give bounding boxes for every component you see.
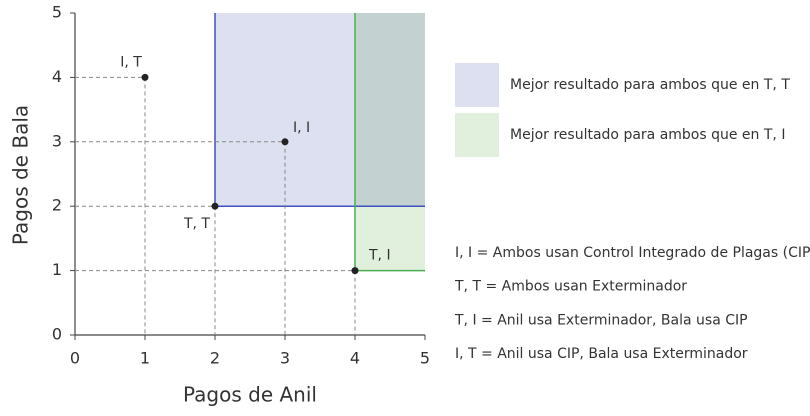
legend-label: Mejor resultado para ambos que en T, I [510, 127, 785, 143]
y-tick-label: 1 [52, 260, 62, 279]
x-axis-title: Pagos de Anil [183, 383, 317, 407]
y-tick-label: 5 [52, 3, 62, 22]
y-tick-label: 2 [52, 196, 62, 215]
point-label: T, T [183, 216, 210, 232]
x-tick-label: 4 [350, 349, 360, 368]
point-label: I, T [120, 54, 142, 70]
x-tick-label: 1 [140, 349, 150, 368]
point [281, 138, 289, 146]
y-tick-label: 0 [52, 325, 62, 344]
x-tick-label: 5 [420, 349, 430, 368]
legend-label: Mejor resultado para ambos que en T, T [510, 77, 790, 93]
point [351, 267, 359, 275]
note: I, T = Anil usa CIP, Bala usa Exterminad… [455, 346, 748, 362]
x-tick-label: 2 [210, 349, 220, 368]
note: T, T = Ambos usan Exterminador [454, 279, 687, 295]
legend-swatch [455, 113, 499, 157]
legend-swatch [455, 63, 499, 107]
point-label: T, I [368, 248, 391, 264]
point [141, 73, 149, 81]
y-axis-title: Pagos de Bala [9, 105, 33, 245]
note: I, I = Ambos usan Control Integrado de P… [455, 245, 810, 261]
point-label: I, I [293, 120, 310, 136]
y-tick-label: 4 [52, 67, 62, 86]
x-tick-label: 0 [70, 349, 80, 368]
region [355, 13, 425, 271]
x-tick-label: 3 [280, 349, 290, 368]
point [211, 202, 219, 210]
note: T, I = Anil usa Exterminador, Bala usa C… [454, 312, 748, 328]
y-tick-label: 3 [52, 131, 62, 150]
